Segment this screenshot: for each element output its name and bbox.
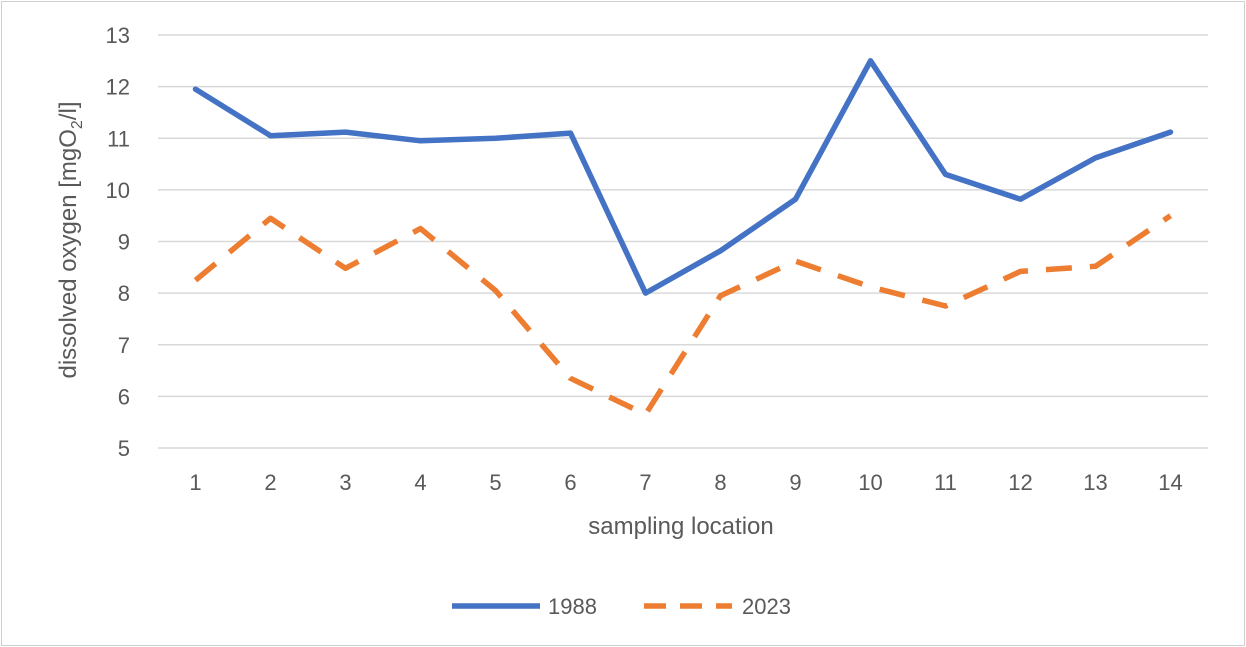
x-tick-label: 8 — [714, 470, 726, 495]
series-lines — [192, 58, 1174, 418]
series-line-2023 — [193, 213, 1173, 418]
y-axis-title: dissolved oxygen [mgO2/l] — [55, 101, 86, 378]
y-tick-label: 13 — [106, 23, 130, 48]
legend: 1988 2023 — [452, 594, 791, 619]
x-tick-label: 7 — [639, 470, 651, 495]
y-tick-label: 9 — [118, 230, 130, 255]
x-tick-label: 13 — [1083, 470, 1107, 495]
y-axis-title-suffix: /l] — [55, 101, 82, 120]
y-tick-label: 5 — [118, 436, 130, 461]
x-tick-label: 12 — [1008, 470, 1032, 495]
y-tick-label: 11 — [107, 126, 130, 151]
gridlines — [158, 34, 1208, 449]
x-tick-label: 5 — [489, 470, 501, 495]
legend-label-2023: 2023 — [742, 594, 791, 619]
x-tick-label: 6 — [564, 470, 576, 495]
x-tick-label: 9 — [789, 470, 801, 495]
y-axis-ticks: 5 6 7 8 9 10 11 12 13 — [106, 23, 130, 461]
y-axis-title-subscript: 2 — [69, 120, 86, 129]
x-axis-title: sampling location — [588, 513, 773, 540]
x-tick-label: 2 — [264, 470, 276, 495]
series-line-1988 — [192, 58, 1174, 296]
y-tick-label: 6 — [118, 384, 130, 409]
x-tick-label: 3 — [339, 470, 351, 495]
y-tick-label: 8 — [118, 281, 130, 306]
y-axis-title-main: dissolved oxygen [mgO — [55, 129, 82, 378]
y-tick-label: 12 — [106, 75, 130, 100]
x-tick-label: 14 — [1158, 470, 1182, 495]
y-tick-label: 7 — [118, 333, 130, 358]
x-axis-ticks: 1 2 3 4 5 6 7 8 9 10 11 12 13 14 — [189, 470, 1182, 495]
legend-label-1988: 1988 — [548, 594, 597, 619]
y-tick-label: 10 — [106, 178, 130, 203]
x-tick-label: 10 — [858, 470, 882, 495]
x-tick-label: 1 — [189, 470, 201, 495]
x-tick-label: 11 — [934, 470, 957, 495]
x-tick-label: 4 — [414, 470, 426, 495]
